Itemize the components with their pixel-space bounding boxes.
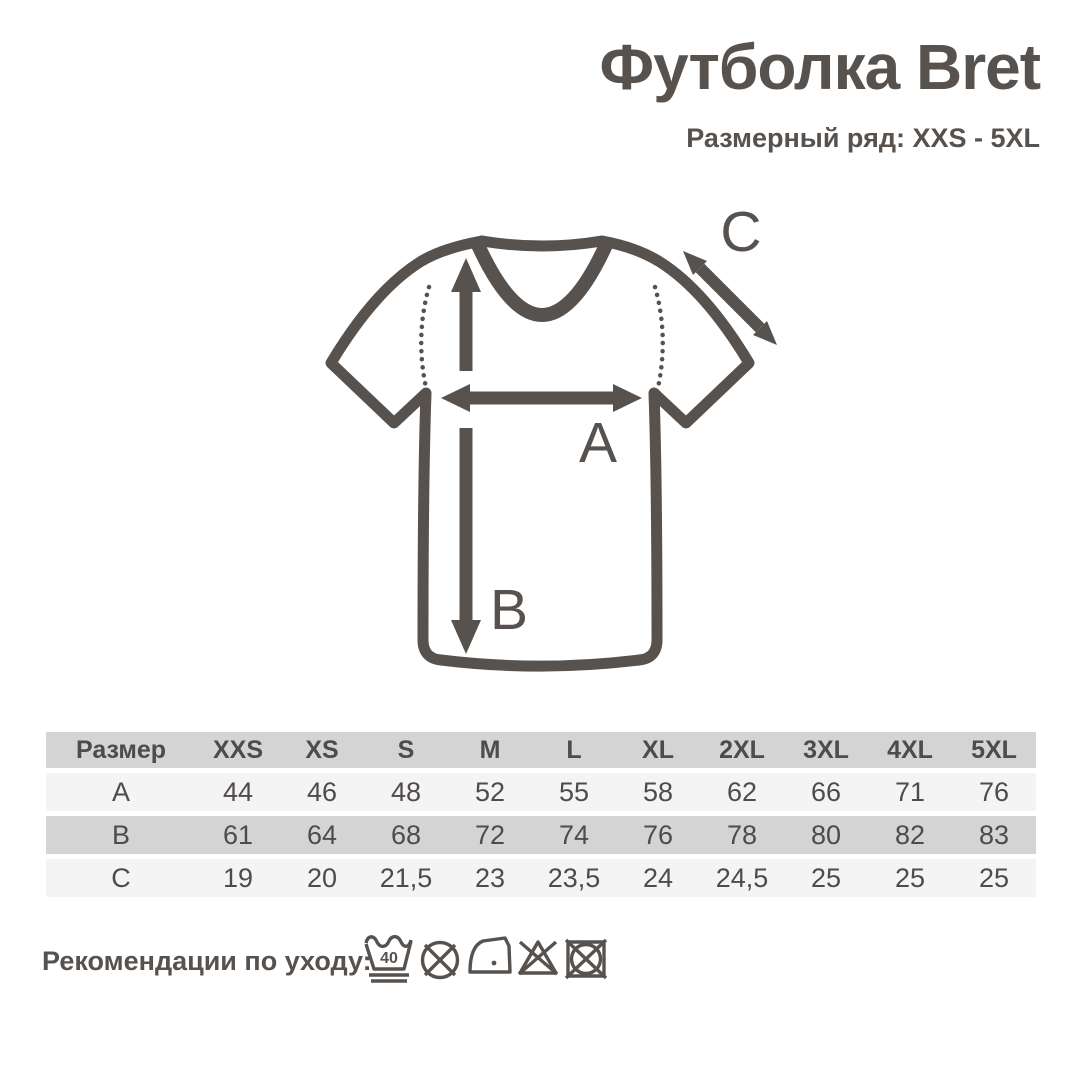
- size-cell: 52: [474, 776, 506, 807]
- size-cell: 25: [978, 862, 1010, 893]
- size-cell: 20: [306, 862, 338, 893]
- label-b: B: [490, 578, 528, 642]
- header-cell: 4XL: [887, 735, 933, 764]
- size-cell: 44: [222, 776, 254, 807]
- size-cell: 24: [642, 862, 674, 893]
- size-cell: 19: [222, 862, 254, 893]
- row-label: C: [111, 862, 131, 893]
- table-row-b: B 61 64 68 72 74 76 78 80 82 83: [46, 816, 1036, 854]
- size-cell: 25: [894, 862, 926, 893]
- header-cell: 5XL: [971, 735, 1017, 764]
- size-cell: 80: [810, 819, 842, 850]
- size-cell: 72: [474, 819, 506, 850]
- measure-c-arrow: [683, 251, 777, 345]
- header-cell: M: [479, 735, 501, 764]
- header-cell: XXS: [212, 735, 264, 764]
- do-not-bleach-icon: [517, 940, 559, 976]
- size-cell: 71: [894, 776, 926, 807]
- size-cell: 25: [810, 862, 842, 893]
- size-cell: 76: [642, 819, 674, 850]
- size-cell: 55: [558, 776, 590, 807]
- size-table: Размер XXS XS S M L XL 2XL 3XL 4XL 5XL A…: [46, 732, 1036, 902]
- size-cell: 23: [474, 862, 506, 893]
- left-armhole-seam: [418, 284, 432, 395]
- do-not-tumble-dry-icon: [564, 938, 608, 980]
- header-cell: S: [397, 735, 415, 764]
- size-cell: 58: [642, 776, 674, 807]
- row-label: B: [111, 819, 130, 850]
- size-cell: 23,5: [547, 862, 601, 893]
- size-cell: 62: [726, 776, 758, 807]
- size-table-header-row: Размер XXS XS S M L XL 2XL 3XL 4XL 5XL: [46, 732, 1036, 768]
- care-recommendations-label: Рекомендации по уходу:: [42, 946, 372, 976]
- do-not-dry-clean-icon: [420, 940, 460, 980]
- size-cell: 46: [306, 776, 338, 807]
- size-cell: 48: [390, 776, 422, 807]
- size-cell: 61: [222, 819, 254, 850]
- size-cell: 64: [306, 819, 338, 850]
- care-icons: 40: [364, 934, 608, 983]
- size-cell: 24,5: [715, 862, 769, 893]
- size-cell: 82: [894, 819, 926, 850]
- wash-temperature: 40: [380, 950, 398, 967]
- row-label: A: [111, 776, 130, 807]
- table-row-c: C 19 20 21,5 23 23,5 24 24,5 25 25 25: [46, 859, 1036, 897]
- size-cell: 78: [726, 819, 758, 850]
- wash-40-mild-icon: 40: [364, 934, 413, 983]
- measure-b-arrow: [451, 258, 481, 654]
- header: Футболка Bret Размерный ряд: XXS - 5XL: [140, 0, 1041, 154]
- size-cell: 68: [390, 819, 422, 850]
- tshirt-outline-icon: [325, 235, 755, 672]
- header-cell: Размер: [75, 735, 167, 764]
- size-cell: 74: [558, 819, 590, 850]
- label-a: A: [579, 411, 617, 475]
- header-cell: XS: [305, 735, 339, 764]
- size-cell: 21,5: [379, 862, 433, 893]
- header-cell: L: [566, 735, 582, 764]
- size-range-subtitle: Размерный ряд: XXS - 5XL: [686, 123, 1040, 154]
- size-cell: 66: [810, 776, 842, 807]
- header-cell: 3XL: [803, 735, 849, 764]
- right-armhole-seam: [652, 284, 666, 395]
- size-cell: 83: [978, 819, 1010, 850]
- iron-low-icon: [468, 936, 512, 974]
- header-cell: XL: [642, 735, 674, 764]
- measure-a-arrow: [441, 384, 642, 412]
- header-cell: 2XL: [719, 735, 765, 764]
- table-row-a: A 44 46 48 52 55 58 62 66 71 76: [46, 773, 1036, 811]
- page-title: Футболка Bret: [599, 31, 1041, 103]
- label-c: C: [720, 200, 761, 264]
- size-cell: 76: [978, 776, 1010, 807]
